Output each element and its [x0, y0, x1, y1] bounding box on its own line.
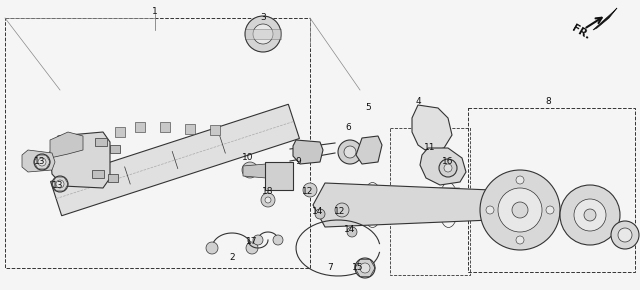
Circle shape	[56, 180, 64, 188]
Circle shape	[344, 146, 356, 158]
Polygon shape	[265, 162, 293, 190]
Polygon shape	[108, 174, 118, 182]
Circle shape	[52, 176, 68, 192]
Text: 12: 12	[302, 188, 314, 197]
Polygon shape	[593, 8, 617, 30]
Polygon shape	[22, 150, 55, 172]
Circle shape	[315, 209, 325, 219]
Circle shape	[611, 221, 639, 249]
Circle shape	[303, 183, 317, 197]
Circle shape	[546, 206, 554, 214]
Circle shape	[338, 140, 362, 164]
Circle shape	[560, 185, 620, 245]
Polygon shape	[50, 132, 110, 188]
Text: 13: 13	[35, 157, 45, 166]
Polygon shape	[356, 136, 382, 164]
Text: 5: 5	[365, 104, 371, 113]
Text: 16: 16	[442, 157, 454, 166]
Polygon shape	[313, 183, 530, 227]
Polygon shape	[95, 138, 107, 146]
Circle shape	[516, 176, 524, 184]
Polygon shape	[185, 124, 195, 134]
Circle shape	[355, 258, 375, 278]
Text: 10: 10	[243, 153, 253, 162]
Text: FR.: FR.	[570, 23, 592, 41]
Polygon shape	[92, 170, 104, 178]
Polygon shape	[110, 145, 120, 153]
Polygon shape	[160, 122, 170, 132]
Circle shape	[38, 158, 46, 166]
Circle shape	[439, 159, 457, 177]
Polygon shape	[210, 125, 220, 135]
Circle shape	[273, 235, 283, 245]
Text: 8: 8	[545, 97, 551, 106]
Circle shape	[480, 170, 560, 250]
Polygon shape	[420, 148, 466, 185]
Circle shape	[34, 154, 50, 170]
Text: 12: 12	[334, 208, 346, 217]
Circle shape	[242, 162, 258, 178]
Polygon shape	[135, 122, 145, 132]
Circle shape	[444, 164, 452, 172]
Circle shape	[246, 242, 258, 254]
Text: 15: 15	[352, 264, 364, 273]
Circle shape	[206, 242, 218, 254]
Circle shape	[584, 209, 596, 221]
Polygon shape	[293, 140, 323, 164]
Text: 17: 17	[246, 238, 258, 246]
Text: 6: 6	[345, 124, 351, 133]
Circle shape	[335, 203, 349, 217]
Circle shape	[512, 202, 528, 218]
Circle shape	[360, 263, 370, 273]
Text: 2: 2	[229, 253, 235, 262]
Text: 18: 18	[262, 188, 274, 197]
Circle shape	[253, 24, 273, 44]
Polygon shape	[245, 29, 281, 39]
Text: 14: 14	[312, 208, 324, 217]
Text: 14: 14	[344, 226, 356, 235]
Text: 3: 3	[260, 14, 266, 23]
Text: 7: 7	[327, 264, 333, 273]
Polygon shape	[115, 127, 125, 137]
Polygon shape	[50, 132, 83, 158]
Circle shape	[265, 197, 271, 203]
Circle shape	[574, 199, 606, 231]
Polygon shape	[412, 105, 452, 152]
Polygon shape	[51, 104, 300, 216]
Circle shape	[347, 227, 357, 237]
Text: 4: 4	[415, 97, 421, 106]
Circle shape	[618, 228, 632, 242]
Text: 9: 9	[295, 157, 301, 166]
Text: 1: 1	[152, 8, 158, 17]
Circle shape	[516, 236, 524, 244]
Polygon shape	[243, 164, 268, 178]
Circle shape	[498, 188, 542, 232]
Circle shape	[245, 16, 281, 52]
Circle shape	[253, 235, 263, 245]
Text: 13: 13	[52, 180, 64, 189]
Circle shape	[261, 193, 275, 207]
Circle shape	[486, 206, 494, 214]
Text: 11: 11	[424, 144, 436, 153]
